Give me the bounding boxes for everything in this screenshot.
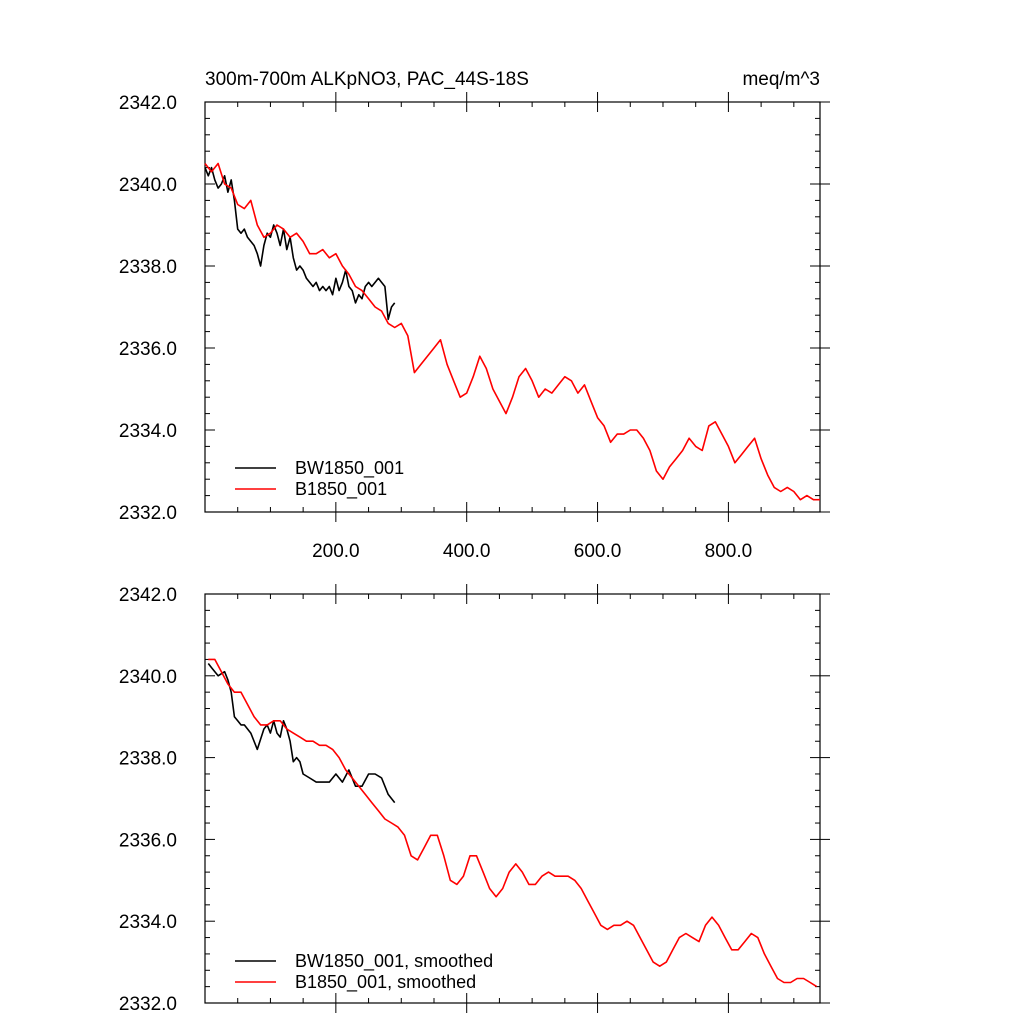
y-tick-label: 2336.0 xyxy=(119,830,177,851)
x-tick-label: 800.0 xyxy=(705,541,753,562)
series-line-bw1850-001 xyxy=(204,166,396,321)
plot-frame xyxy=(204,593,821,1004)
y-tick-label: 2340.0 xyxy=(119,175,177,196)
y-tick-label: 2332.0 xyxy=(119,503,177,524)
legend-label: BW1850_001, smoothed xyxy=(295,951,493,972)
y-tick-label: 2342.0 xyxy=(119,585,177,606)
y-tick-label: 2332.0 xyxy=(119,994,177,1015)
y-tick-label: 2338.0 xyxy=(119,749,177,770)
legend-label: B1850_001, smoothed xyxy=(295,972,476,993)
series-line-b1850-001 xyxy=(204,162,820,501)
series-line-bw1850-001 xyxy=(207,663,396,804)
chart-title: 300m-700m ALKpNO3, PAC_44S-18S xyxy=(205,69,529,90)
x-tick-label: 400.0 xyxy=(443,541,491,562)
x-tick-label: 200.0 xyxy=(312,541,360,562)
legend-label: B1850_001 xyxy=(295,479,387,500)
series-line-b1850-001 xyxy=(208,658,818,988)
x-tick-label: 600.0 xyxy=(574,541,622,562)
y-tick-label: 2338.0 xyxy=(119,257,177,278)
y-tick-label: 2336.0 xyxy=(119,339,177,360)
top-panel: 200.0 400.0 600.0 800.0 2332.0 2334.0 2336.0 23… xyxy=(119,92,830,562)
y-tick-label: 2342.0 xyxy=(119,93,177,114)
y-tick-label: 2340.0 xyxy=(119,667,177,688)
y-tick-label: 2334.0 xyxy=(119,912,177,933)
bottom-panel: 2332.0 2334.0 2336.0 2338.0 2340.0 2342.0 BW18… xyxy=(119,584,830,1015)
chart-units: meq/m^3 xyxy=(742,69,820,90)
legend-label: BW1850_001 xyxy=(295,458,404,479)
plot-frame xyxy=(204,101,821,513)
y-tick-label: 2334.0 xyxy=(119,421,177,442)
